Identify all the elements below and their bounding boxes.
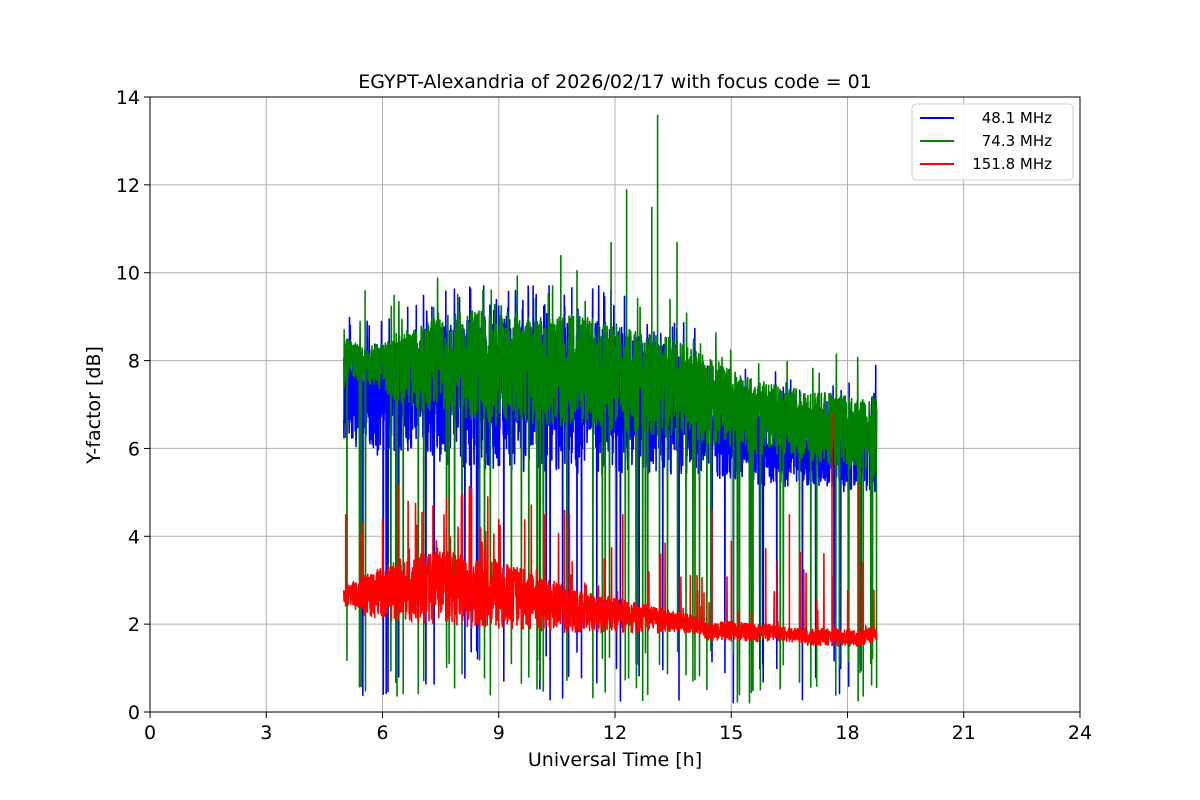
legend-label: 48.1 MHz xyxy=(982,109,1052,127)
series-line-74-3-mhz xyxy=(343,114,878,704)
legend: 48.1 MHz 74.3 MHz 151.8 MHz xyxy=(911,103,1074,181)
x-tick-label: 6 xyxy=(376,722,388,744)
y-tick-label: 8 xyxy=(128,351,140,373)
y-axis: 0 2 4 6 8 10 12 14 xyxy=(116,87,150,724)
x-tick-label: 9 xyxy=(493,722,505,744)
x-tick-label: 21 xyxy=(952,722,976,744)
y-axis-label: Y-factor [dB] xyxy=(83,346,105,465)
y-tick-label: 2 xyxy=(128,614,140,636)
legend-label: 74.3 MHz xyxy=(982,132,1052,150)
y-tick-label: 10 xyxy=(116,263,140,285)
x-tick-label: 12 xyxy=(603,722,627,744)
x-tick-label: 24 xyxy=(1068,722,1092,744)
x-tick-label: 0 xyxy=(144,722,156,744)
chart-title: EGYPT-Alexandria of 2026/02/17 with focu… xyxy=(358,71,872,93)
x-axis: 0 3 6 9 12 15 18 21 24 xyxy=(144,712,1092,744)
y-tick-label: 6 xyxy=(128,438,140,460)
legend-box xyxy=(911,103,1074,181)
x-tick-label: 18 xyxy=(835,722,859,744)
y-tick-label: 12 xyxy=(116,175,140,197)
legend-label: 151.8 MHz xyxy=(972,155,1052,173)
y-tick-label: 14 xyxy=(116,87,140,109)
x-tick-label: 15 xyxy=(719,722,743,744)
y-tick-label: 4 xyxy=(128,526,140,548)
series-line-151-8-mhz xyxy=(343,413,878,647)
y-tick-label: 0 xyxy=(128,702,140,724)
plot-series-group xyxy=(343,114,878,704)
x-tick-label: 3 xyxy=(260,722,272,744)
x-axis-label: Universal Time [h] xyxy=(528,749,702,771)
